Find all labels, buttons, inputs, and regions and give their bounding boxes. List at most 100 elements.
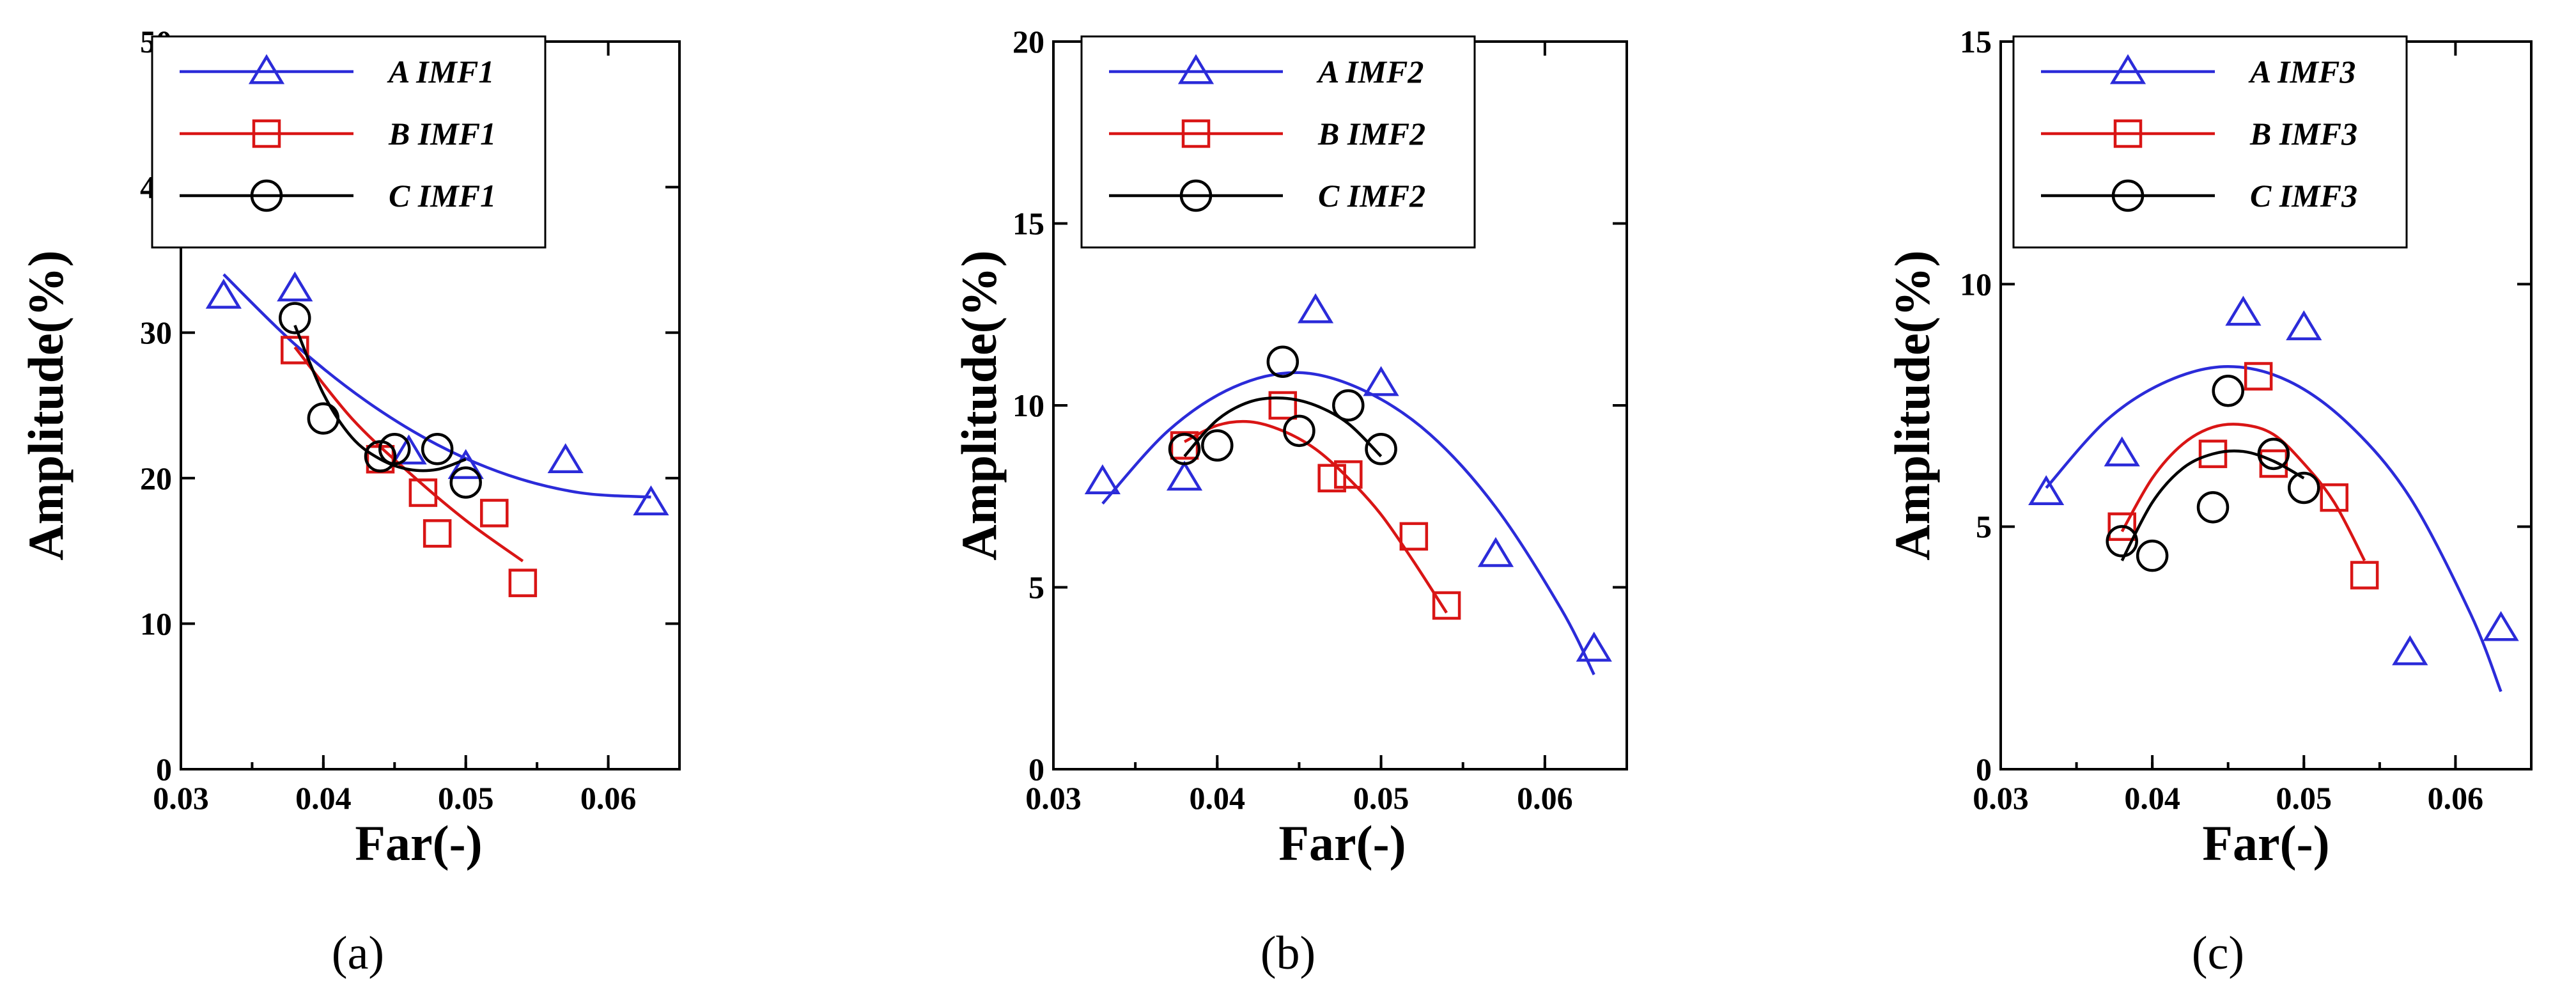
data-point: [2028, 475, 2065, 506]
x-tick-label: 0.06: [2428, 780, 2484, 816]
legend-marker: [1181, 119, 1211, 148]
fit-line: [1183, 419, 1448, 614]
data-point: [633, 485, 669, 515]
data-point: [480, 499, 509, 528]
y-tick-label: 20: [140, 460, 172, 496]
x-tick-label: 0.03: [1973, 780, 2029, 816]
y-tick-label: 20: [1013, 24, 1044, 59]
data-point: [2225, 295, 2262, 326]
data-point: [547, 443, 584, 473]
x-tick-label: 0.04: [295, 780, 352, 816]
legend-marker: [2113, 119, 2143, 148]
legend-marker: [248, 54, 285, 84]
legend-item: C IMF3: [2041, 178, 2357, 214]
data-point: [1365, 433, 1397, 465]
data-point: [508, 568, 538, 597]
data-point: [1266, 345, 1300, 378]
chart-panel-3: 0.03 0.04 0.05 0.06 0 5 10 15 Far(-) Amplitude(%)…: [1884, 24, 2533, 980]
x-axis-title: Far(-): [1278, 815, 1406, 871]
legend-marker: [2111, 179, 2145, 212]
data-point: [1268, 391, 1298, 420]
series-b: [281, 336, 538, 597]
series-a: [2028, 295, 2519, 692]
legend-item: B IMF2: [1109, 116, 1425, 152]
x-axis-title: Far(-): [2202, 815, 2329, 871]
legend-item: A IMF2: [1109, 54, 1424, 90]
x-axis-title: Far(-): [355, 815, 482, 871]
series-c: [279, 302, 482, 499]
legend: A IMF2 B IMF2 C IMF2: [1080, 35, 1476, 249]
legend-label: A IMF2: [1316, 54, 1424, 90]
data-point: [2288, 471, 2320, 504]
legend-item: B IMF1: [180, 116, 496, 152]
data-point: [421, 433, 454, 465]
x-tick-label: 0.06: [580, 780, 637, 816]
x-tick-label: 0.05: [1353, 780, 1409, 816]
y-tick-label: 30: [140, 315, 172, 350]
data-point: [1334, 460, 1363, 489]
data-point: [1168, 433, 1201, 465]
data-point: [2392, 635, 2428, 666]
series-c: [1168, 345, 1397, 465]
x-tick-label: 0.03: [153, 780, 209, 816]
x-tick-label: 0.03: [1025, 780, 1082, 816]
legend-item: A IMF1: [180, 54, 494, 90]
data-point: [2198, 439, 2228, 469]
legend-label: C IMF1: [389, 178, 496, 214]
data-point: [1332, 389, 1365, 422]
chart-panel-1: 0.030.040.050.0601020304050Far(-)Amplitu…: [18, 24, 681, 980]
data-point: [2350, 561, 2379, 590]
data-point: [2244, 362, 2273, 391]
legend-marker: [2109, 54, 2146, 84]
data-point: [205, 278, 242, 309]
legend-marker: [1177, 54, 1214, 84]
data-point: [2257, 437, 2290, 471]
data-point: [2196, 491, 2230, 524]
legend-label: B IMF3: [2249, 116, 2357, 152]
y-tick-label: 15: [1013, 206, 1044, 242]
data-point: [1170, 431, 1199, 460]
data-point: [2136, 539, 2169, 572]
legend-marker: [250, 179, 283, 212]
y-tick-label: 0: [1976, 751, 1992, 787]
series-b: [2107, 362, 2379, 590]
legend-label: C IMF3: [2250, 178, 2357, 214]
data-point: [2212, 374, 2244, 407]
chart-panel-2: 0.03 0.04 0.05 0.06 0 5 10 15 20 Far(-) Amplitude(…: [951, 24, 1628, 980]
data-point: [281, 336, 309, 364]
y-tick-label: 5: [1976, 509, 1992, 545]
data-point: [2320, 483, 2348, 512]
legend: A IMF1 B IMF1 C IMF1: [151, 35, 547, 249]
x-tick-label: 0.05: [2276, 780, 2332, 816]
legend-item: A IMF3: [2041, 54, 2355, 90]
fit-line: [222, 273, 651, 499]
data-point: [391, 434, 427, 465]
x-tick-label: 0.04: [1190, 780, 1246, 816]
data-point: [1084, 464, 1121, 494]
data-point: [447, 449, 484, 480]
y-tick-label: 10: [140, 606, 172, 641]
data-point: [2106, 525, 2138, 558]
data-point: [2104, 436, 2140, 467]
series-b: [1170, 391, 1461, 620]
fit-line: [2120, 449, 2305, 561]
x-tick-label: 0.06: [1517, 780, 1573, 816]
data-point: [1363, 366, 1399, 396]
y-axis-title: Amplitude(%): [951, 250, 1007, 560]
series-a: [205, 271, 669, 515]
data-point: [1166, 460, 1203, 491]
data-point: [1477, 536, 1514, 567]
fit-line: [293, 346, 524, 563]
legend-label: C IMF2: [1318, 178, 1425, 214]
y-axis-title: Amplitude(%): [1884, 250, 1940, 560]
series-c: [2106, 374, 2320, 572]
x-tick-label: 0.04: [2124, 780, 2180, 816]
panel-caption: (c): [2192, 927, 2244, 980]
series-a: [1084, 293, 1612, 676]
panel-caption: (a): [332, 927, 384, 980]
data-point: [449, 466, 482, 499]
y-tick-label: 10: [1013, 387, 1044, 423]
y-tick-label: 0: [1028, 751, 1044, 787]
fit-line: [1101, 371, 1595, 676]
